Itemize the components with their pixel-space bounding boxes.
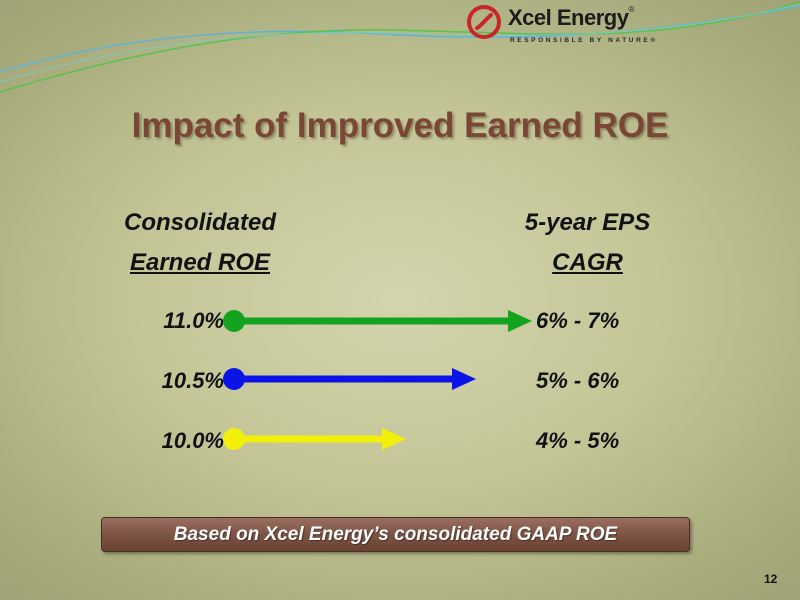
wave-line-blue — [0, 5, 800, 73]
arrow-head — [508, 310, 532, 332]
roe-value: 10.0% — [161, 428, 224, 453]
header-consolidated-earned-roe: Consolidated Earned ROE — [100, 203, 300, 283]
flame-swoosh-icon — [467, 5, 501, 39]
arrow-row — [223, 310, 532, 332]
header-left-line1: Consolidated — [123, 209, 276, 236]
arrow-head — [382, 428, 406, 450]
arrow-head — [452, 368, 476, 390]
decorative-waves — [0, 1, 800, 93]
page-number: 12 — [764, 572, 778, 586]
roe-value: 11.0% — [163, 308, 224, 333]
footer-note: Based on Xcel Energy’s consolidated GAAP… — [173, 524, 618, 545]
header-right-line2: CAGR — [552, 249, 623, 276]
xcel-energy-logo: Xcel Energy® RESPONSIBLE BY NATURE® — [466, 4, 656, 50]
eps-cagr-value: 6% - 7% — [536, 308, 620, 333]
logo-wordmark: Xcel Energy® — [508, 5, 634, 30]
footer-note-box: Based on Xcel Energy’s consolidated GAAP… — [101, 517, 690, 552]
eps-cagr-value: 5% - 6% — [536, 368, 620, 393]
eps-cagr-value: 4% - 5% — [536, 428, 620, 453]
header-right-line1: 5-year EPS — [524, 209, 651, 236]
wave-line-teal — [0, 3, 800, 83]
header-eps-cagr: 5-year EPS CAGR — [495, 203, 680, 283]
header-left-line2: Earned ROE — [129, 249, 271, 276]
arrow-dot — [223, 310, 245, 332]
arrow-row — [223, 368, 476, 390]
arrow-row — [223, 428, 406, 450]
arrow-dot — [223, 368, 245, 390]
wave-line-green — [0, 1, 800, 93]
slide-title: Impact of Improved Earned ROE — [131, 106, 669, 145]
logo-tagline: RESPONSIBLE BY NATURE® — [510, 37, 658, 44]
arrow-dot — [223, 428, 245, 450]
roe-value: 10.5% — [161, 368, 224, 393]
